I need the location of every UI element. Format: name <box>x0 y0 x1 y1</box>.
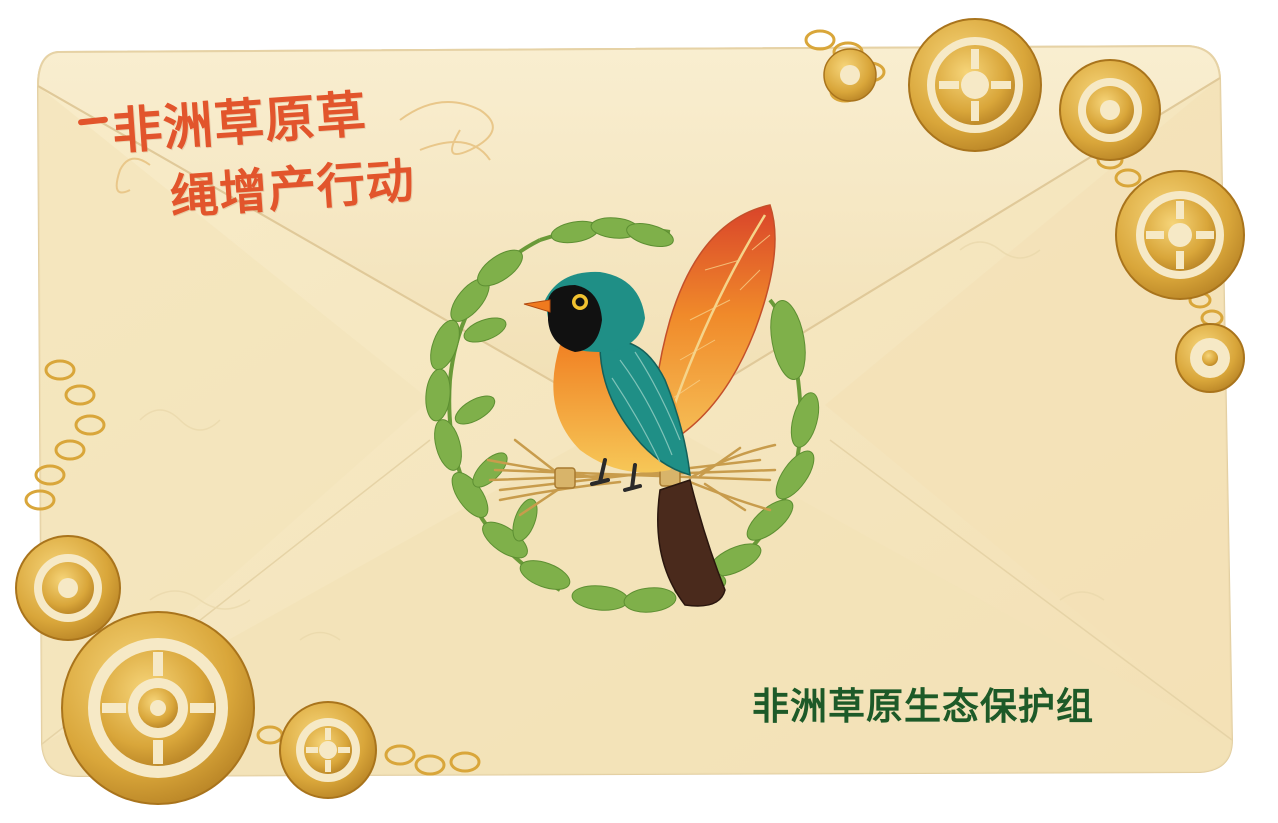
title-swirl-decoration <box>115 101 494 194</box>
bird-emblem <box>523 271 726 607</box>
gear-cluster-bottom-left <box>15 359 481 805</box>
gear-cluster-top-right <box>804 18 1245 393</box>
gear-icon <box>1059 59 1161 161</box>
gear-icon <box>279 701 377 799</box>
straw-binding <box>554 465 681 489</box>
gear-icon <box>61 611 255 805</box>
gear-icon <box>1175 323 1245 393</box>
signature-organization: 非洲草原生态保护组 <box>752 685 1094 728</box>
paper-texture <box>139 241 1105 641</box>
gear-icon <box>823 48 877 102</box>
gear-icon <box>1115 170 1245 300</box>
chain-icon <box>24 359 481 776</box>
gear-icon <box>908 18 1042 152</box>
gear-icon <box>15 535 121 641</box>
